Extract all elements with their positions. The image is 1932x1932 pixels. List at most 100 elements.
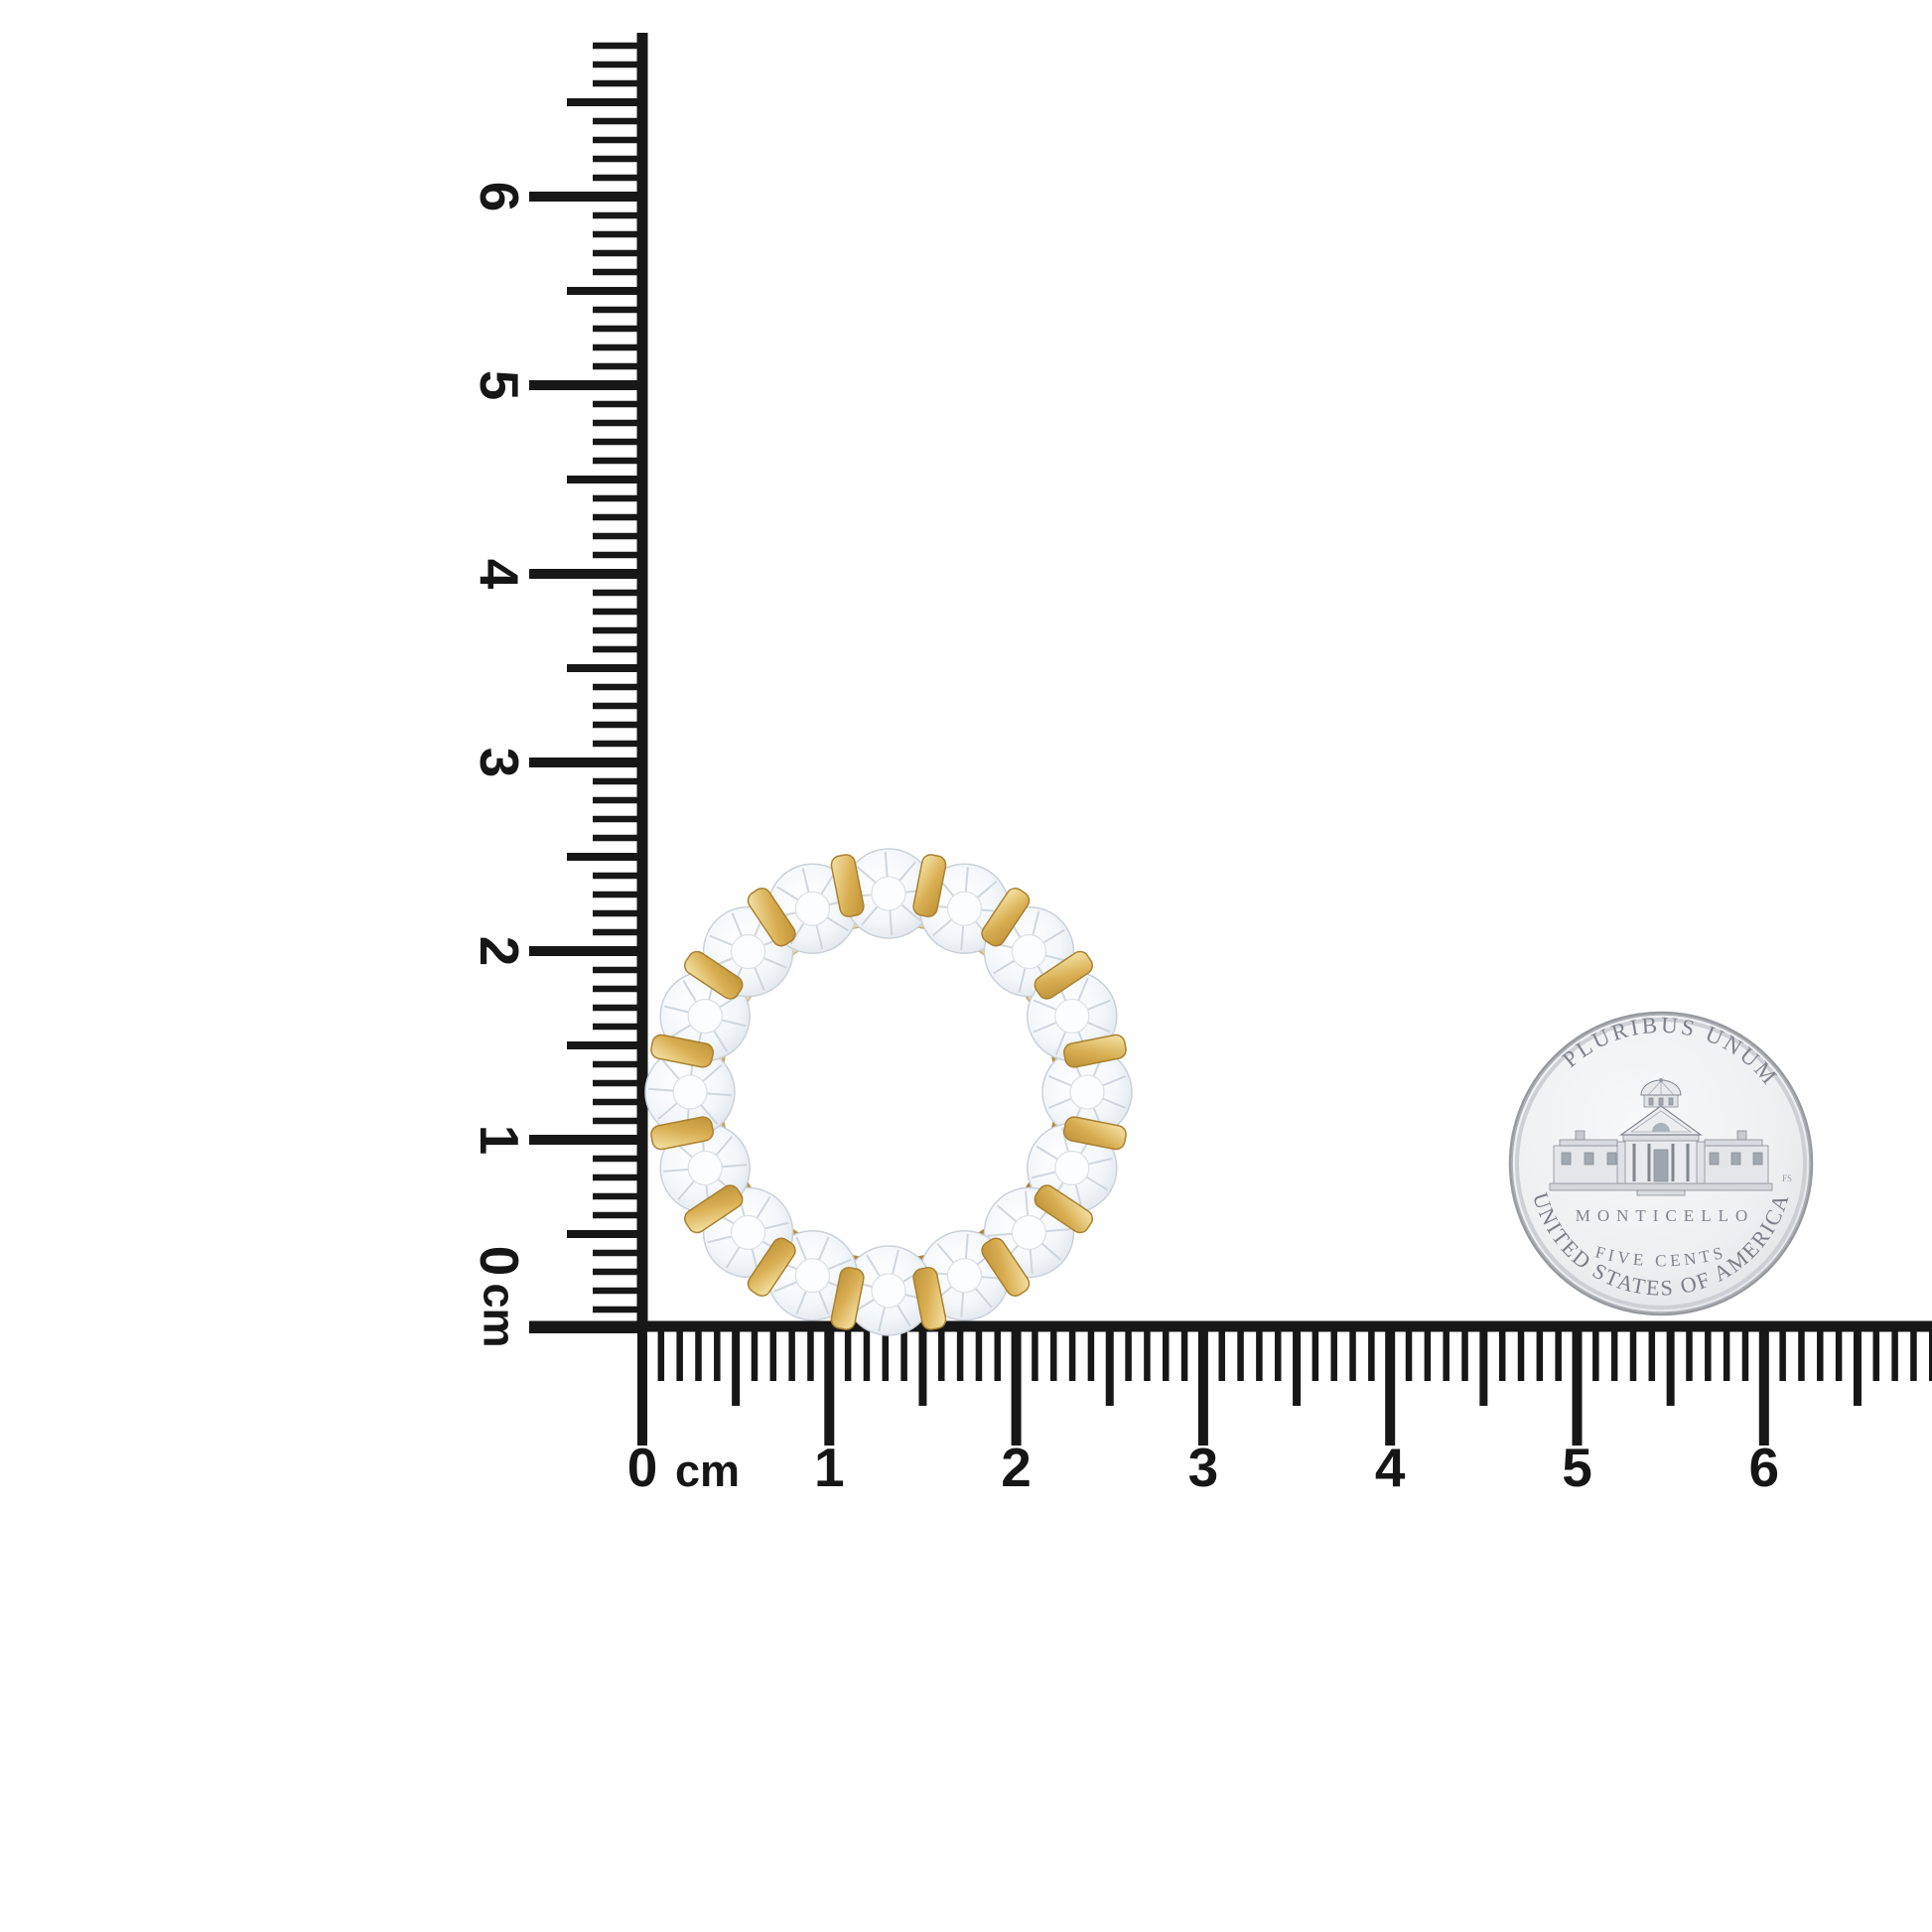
diamond-facet-line [884,852,889,878]
building-part [1658,1097,1664,1106]
horizontal-tick-mark [1197,1331,1208,1446]
vertical-ruler-label-2: 2 [469,936,530,967]
horizontal-tick-mark [994,1331,1002,1381]
horizontal-tick-mark [676,1331,683,1381]
diamond-table [946,891,983,926]
vertical-tick-mark [529,569,642,579]
diamond-facet-line [707,1235,733,1244]
prong [650,1116,714,1151]
horizontal-ruler-label-1: 1 [814,1437,845,1498]
diamond-table [794,1258,831,1294]
vertical-tick-mark [593,1192,642,1200]
diamond-facet-line [795,1291,807,1314]
diamond-facet-line [657,1102,678,1121]
horizontal-tick-mark [1705,1331,1712,1381]
building-part [1549,1182,1773,1191]
horizontal-ruler-label-3: 3 [1188,1437,1219,1498]
diamond-facet-line [1074,1183,1083,1209]
horizontal-tick-mark [824,1331,835,1446]
diamond-facet-line [789,922,805,945]
diamond-facet-line [773,1281,798,1293]
diamond-facet-line [993,959,1016,975]
vertical-tick-mark [529,192,642,202]
diamond-facet-line [897,1304,911,1327]
vertical-ruler-label-0: 0 [469,1246,530,1277]
vertical-tick-mark [593,551,642,559]
diamond-facet-line [898,861,917,882]
diamond-facet-line [996,1204,1018,1223]
horizontal-tick-mark [918,1331,927,1406]
vertical-tick-mark [593,400,642,408]
horizontal-tick-mark [657,1331,665,1381]
prong [1034,950,1093,1000]
vertical-tick-mark [593,721,642,729]
diamond-facet-line [936,1243,955,1264]
horizontal-tick-mark [900,1331,907,1381]
diamond-facet-line [715,1135,734,1157]
horizontal-ruler-label-0: 0 [627,1437,658,1498]
diamond-facet-line [700,1104,719,1125]
horizontal-tick-mark [1330,1331,1337,1381]
vertical-tick-mark [593,513,642,521]
prong [981,888,1031,947]
diamond-facet-line [763,1221,789,1230]
horizontal-tick-mark [1758,1331,1769,1446]
vertical-tick-mark [593,306,642,314]
horizontal-tick-mark [1180,1331,1188,1381]
horizontal-tick-mark [732,1331,741,1406]
horizontal-tick-mark [1798,1331,1805,1381]
horizontal-tick-mark [751,1331,759,1381]
diamond-facet-line [725,1246,741,1269]
diamond-facet-line [1035,1145,1058,1161]
diamond-table [672,1074,708,1110]
building-part [1559,1139,1618,1147]
horizontal-ruler-label-5: 5 [1562,1437,1592,1498]
building-part [1584,1152,1594,1166]
horizontal-tick-mark [1218,1331,1225,1381]
diamond-table [1054,1150,1090,1186]
vertical-tick-mark [593,155,642,163]
vertical-ruler-label-6: 6 [469,182,530,212]
vertical-tick-mark [593,362,642,370]
horizontal-tick-mark [956,1331,964,1381]
nickel-coin: E PLURIBUS UNUM UNITED STATES OF AMERICA… [0,0,1814,1316]
horizontal-ruler-line [529,1320,1932,1332]
diamond-facet-line [722,1164,748,1169]
horizontal-tick-mark [1293,1331,1302,1406]
diamond-facet-line [776,886,799,901]
diamond-facet-line [663,1168,689,1173]
horizontal-ruler-label-4: 4 [1375,1437,1406,1498]
vertical-tick-mark [593,249,642,257]
diamond-facet-line [756,1196,771,1219]
building-part [1653,1149,1669,1182]
vertical-tick-mark [593,211,642,219]
diamond-table [946,1258,983,1294]
diamond-table [794,891,831,926]
vertical-tick-mark [593,702,642,710]
building-part [1561,1152,1572,1166]
horizontal-tick-mark [1572,1331,1583,1446]
vertical-tick-mark [593,1117,642,1125]
vertical-tick-mark [593,928,642,936]
prong [1034,1184,1093,1234]
horizontal-tick-mark [1162,1331,1170,1381]
vertical-tick-mark [593,419,642,427]
building-finial [1659,1078,1663,1082]
diamond-facet-line [721,1019,747,1028]
horizontal-tick-mark [1105,1331,1114,1406]
horizontal-tick-mark [1723,1331,1730,1381]
vertical-tick-mark [567,1041,642,1049]
diamond-facet-line [860,905,879,926]
diamond-facet-line [818,1291,830,1314]
vertical-tick-mark [593,344,642,351]
vertical-tick-mark [593,985,642,993]
building-dome-rib [1647,1080,1662,1096]
diamond-facet-line [1040,1242,1062,1261]
diamond-facet-line [1033,1022,1057,1034]
prong [830,1267,865,1330]
diamond-facet-line [713,1030,729,1052]
diamond-table [1069,1074,1105,1110]
horizontal-tick-mark [1592,1331,1599,1381]
